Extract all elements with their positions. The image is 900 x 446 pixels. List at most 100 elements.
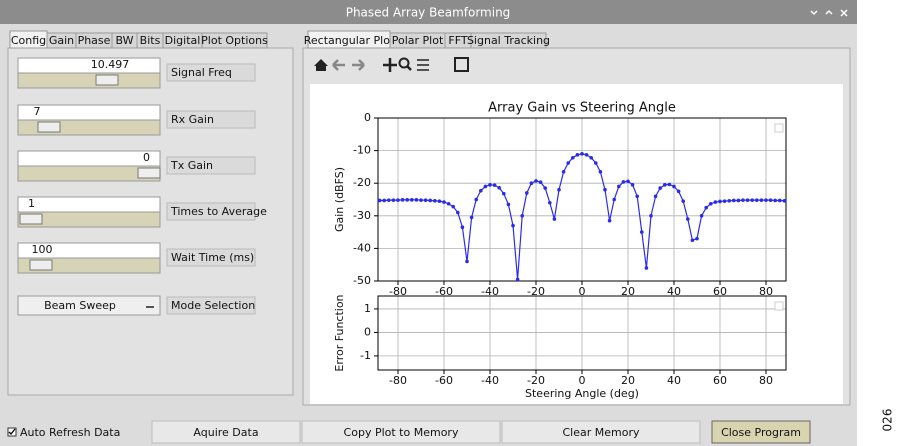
data-point bbox=[695, 236, 699, 241]
back-icon[interactable] bbox=[332, 59, 345, 71]
data-point bbox=[722, 199, 727, 203]
data-point bbox=[396, 198, 400, 202]
data-point bbox=[506, 202, 511, 207]
x-axis-label: Steering Angle (deg) bbox=[525, 387, 639, 400]
data-point bbox=[589, 155, 593, 160]
data-point bbox=[699, 214, 704, 218]
legend-box bbox=[774, 301, 784, 311]
x-tick-label: -60 bbox=[435, 285, 453, 298]
data-point bbox=[718, 199, 722, 204]
tab-label[interactable]: Phase bbox=[78, 34, 111, 47]
button-label[interactable]: Clear Memory bbox=[563, 426, 640, 439]
tab-label[interactable]: Rectangular Plot bbox=[304, 34, 395, 47]
data-point bbox=[387, 198, 391, 202]
tab-label[interactable]: Config bbox=[11, 34, 46, 47]
button[interactable] bbox=[151, 420, 301, 444]
figure-code: 026 bbox=[881, 409, 895, 432]
data-point bbox=[607, 218, 612, 223]
tab-label[interactable]: Plot Options bbox=[201, 34, 268, 47]
window-controls[interactable] bbox=[810, 9, 848, 17]
slider-handle[interactable] bbox=[95, 74, 119, 86]
pan-icon[interactable] bbox=[383, 58, 397, 72]
y-axis-label: Gain (dBFS) bbox=[333, 167, 346, 232]
data-point bbox=[538, 180, 543, 185]
slider-handle[interactable] bbox=[137, 167, 161, 179]
button[interactable] bbox=[501, 420, 701, 444]
plot-title: Array Gain vs Steering Angle bbox=[488, 101, 676, 116]
data-point bbox=[685, 217, 690, 221]
slider-handle[interactable] bbox=[37, 121, 61, 133]
label-box bbox=[166, 110, 256, 129]
tab-label[interactable]: Digital bbox=[165, 34, 201, 47]
tab-label[interactable]: BW bbox=[115, 34, 133, 47]
data-point bbox=[782, 199, 787, 203]
data-point bbox=[456, 210, 460, 215]
save-icon[interactable] bbox=[454, 57, 469, 72]
button[interactable] bbox=[711, 420, 811, 444]
data-point bbox=[525, 191, 529, 195]
combo-box[interactable] bbox=[17, 295, 161, 316]
x-tick-label: -20 bbox=[527, 374, 545, 387]
checkbox-label[interactable]: Auto Refresh Data bbox=[20, 426, 120, 439]
control-label: Rx Gain bbox=[171, 113, 214, 126]
control-label: Mode Selection bbox=[171, 299, 255, 312]
data-point bbox=[649, 214, 653, 218]
slider-track bbox=[17, 257, 161, 274]
tab-label[interactable]: Polar Plot bbox=[392, 34, 444, 47]
control-label: Wait Time (ms) bbox=[171, 251, 254, 264]
label-box bbox=[166, 63, 256, 82]
data-point bbox=[483, 184, 488, 189]
axes: -80 -60 -40 -20 0 20 40 60 80 1 0 -1 Error Function S… bbox=[333, 294, 787, 400]
slider-handle[interactable] bbox=[19, 213, 43, 225]
data-point bbox=[759, 198, 764, 202]
y-tick-label: -20 bbox=[353, 176, 371, 189]
data-point bbox=[571, 155, 575, 160]
button[interactable] bbox=[301, 420, 501, 444]
tab[interactable] bbox=[470, 32, 547, 49]
data-point bbox=[621, 180, 626, 184]
data-point bbox=[616, 184, 621, 189]
slider-value: 100 bbox=[32, 243, 53, 256]
button-label[interactable]: Close Program bbox=[721, 426, 801, 439]
label-box bbox=[166, 296, 256, 315]
data-point bbox=[534, 179, 538, 183]
tab-label[interactable]: Signal Tracking bbox=[467, 34, 550, 47]
axes-frame bbox=[377, 295, 787, 371]
tab-label[interactable]: Bits bbox=[140, 34, 161, 47]
data-point bbox=[626, 179, 630, 184]
data-point bbox=[511, 223, 515, 228]
toolbar[interactable] bbox=[314, 57, 469, 72]
figure bbox=[310, 84, 843, 404]
data-point bbox=[437, 199, 442, 203]
slider-track bbox=[17, 211, 161, 228]
home-icon[interactable] bbox=[314, 59, 328, 71]
config-icon[interactable] bbox=[417, 59, 429, 71]
tab-label[interactable]: FFT bbox=[448, 34, 467, 47]
y-tick-label: -30 bbox=[353, 209, 371, 222]
data-point bbox=[529, 181, 534, 185]
y-tick-label: 0 bbox=[364, 325, 371, 338]
data-point bbox=[708, 201, 713, 206]
tab[interactable] bbox=[201, 32, 268, 49]
data-point bbox=[442, 200, 446, 204]
slider-value: 7 bbox=[34, 105, 41, 118]
combo-value[interactable]: Beam Sweep bbox=[44, 299, 116, 312]
data-point bbox=[479, 188, 483, 193]
slider-handle[interactable] bbox=[29, 259, 53, 271]
x-tick-label: -20 bbox=[527, 285, 545, 298]
data-point bbox=[492, 183, 497, 187]
zoom-icon[interactable] bbox=[398, 57, 410, 69]
data-point bbox=[543, 186, 548, 190]
data-point bbox=[777, 198, 782, 203]
data-point bbox=[704, 205, 708, 210]
data-point bbox=[419, 198, 423, 202]
x-tick-label: -40 bbox=[481, 374, 499, 387]
button-label[interactable]: Aquire Data bbox=[193, 426, 258, 439]
forward-icon[interactable] bbox=[352, 59, 365, 71]
button-label[interactable]: Copy Plot to Memory bbox=[344, 426, 459, 439]
data-point bbox=[414, 198, 419, 202]
data-point bbox=[745, 198, 750, 202]
y-tick-label: -1 bbox=[360, 349, 371, 362]
data-point bbox=[566, 161, 571, 165]
tab-label[interactable]: Gain bbox=[49, 34, 74, 47]
